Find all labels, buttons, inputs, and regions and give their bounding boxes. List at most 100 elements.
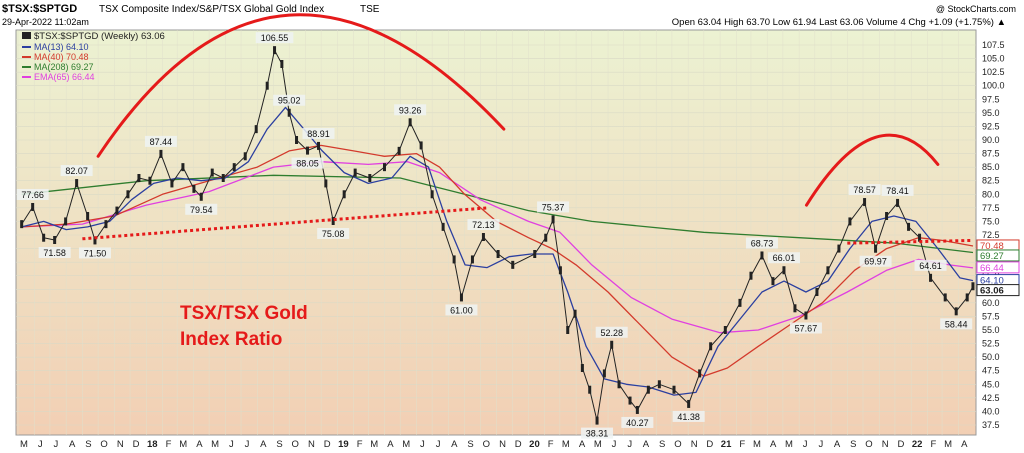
price-bar — [126, 190, 130, 199]
price-bar — [804, 311, 808, 320]
price-bar — [738, 298, 742, 307]
legend-item-price: $TSX:$SPTGD (Weekly) 63.06 — [22, 31, 165, 42]
x-tick-label: A — [387, 439, 394, 450]
series-line-ema-65 — [21, 161, 974, 334]
price-bar — [971, 282, 975, 291]
y-tick-label: 107.5 — [982, 40, 1005, 50]
x-tick-label: D — [898, 439, 905, 450]
header-exchange: TSE — [360, 4, 380, 15]
price-bar — [115, 206, 119, 215]
price-bar — [943, 293, 947, 302]
point-label: 57.67 — [795, 324, 818, 334]
x-tick-label: F — [548, 439, 554, 450]
x-tick-label: A — [196, 439, 203, 450]
x-tick-label: M — [753, 439, 761, 450]
y-tick-label: 105.0 — [982, 54, 1005, 64]
point-label-bg — [859, 255, 892, 267]
y-tick-label: 77.5 — [982, 203, 1000, 213]
x-tick-label: 22 — [912, 439, 923, 450]
point-label-bg — [38, 246, 71, 258]
price-bar — [533, 250, 537, 258]
point-label-bg — [16, 188, 49, 200]
x-tick-label: M — [402, 439, 410, 450]
y-tick-label: 95.0 — [982, 108, 1000, 118]
x-tick-label: A — [69, 439, 76, 450]
price-bar — [210, 168, 214, 177]
x-tick-label: N — [499, 439, 506, 450]
price-bar — [86, 212, 90, 220]
point-label: 77.66 — [21, 190, 44, 200]
price-bar — [965, 293, 969, 302]
price-bar — [610, 340, 614, 349]
x-tick-label: J — [38, 439, 43, 450]
point-label-bg — [537, 201, 570, 213]
point-label-bg — [940, 318, 973, 330]
point-label-bg — [745, 237, 778, 249]
right-tag-label: 69.27 — [980, 251, 1004, 262]
point-label: 93.26 — [399, 105, 422, 115]
y-tick-label: 52.5 — [982, 339, 1000, 349]
right-tag-box — [976, 261, 1020, 274]
legend-item-ma208: MA(208) 69.27 — [22, 62, 94, 72]
point-label: 88.91 — [307, 129, 330, 139]
price-bar — [459, 293, 463, 302]
x-tick-label: N — [117, 439, 124, 450]
point-label-bg — [185, 203, 218, 215]
point-label: 58.44 — [945, 319, 968, 329]
price-bar — [954, 307, 958, 316]
x-tick-label: M — [370, 439, 378, 450]
price-bar — [419, 141, 423, 150]
grid — [16, 30, 976, 435]
point-label-bg — [848, 184, 881, 196]
price-bar — [317, 141, 321, 150]
x-tick-label: J — [612, 439, 617, 450]
point-label-bg — [767, 252, 800, 264]
x-tick-label: S — [850, 439, 856, 450]
series-line-ma-40 — [21, 144, 974, 377]
point-label: 72.13 — [472, 220, 495, 230]
point-label: 38.31 — [586, 429, 609, 439]
x-tick-label: S — [659, 439, 665, 450]
series-line-tsx-sptgd-weekly — [21, 49, 974, 422]
y-tick-label: 60.0 — [982, 298, 1000, 308]
point-label-bg — [317, 227, 350, 239]
y-tick-label: 47.5 — [982, 366, 1000, 376]
legend-label-ma13: MA(13) 64.10 — [34, 42, 89, 52]
y-tick-label: 55.0 — [982, 325, 1000, 335]
price-bar — [558, 266, 562, 275]
y-tick-label: 42.5 — [982, 393, 1000, 403]
y-tick-label: 40.0 — [982, 406, 1000, 416]
price-bar — [782, 266, 786, 275]
point-label: 78.57 — [853, 185, 876, 195]
y-tick-label: 90.0 — [982, 135, 1000, 145]
x-tick-label: D — [324, 439, 331, 450]
price-bar — [544, 233, 548, 242]
x-axis: M J J A S O N D 18 F M A M J J A S O N D 19 F M A M J J A S O N D 20 F M A M… — [20, 439, 968, 450]
legend-swatch-price — [22, 32, 31, 39]
series-line-ma-208 — [21, 174, 974, 254]
y-tick-label: 102.5 — [982, 67, 1005, 77]
price-bar — [657, 380, 661, 389]
x-tick-label: N — [882, 439, 889, 450]
price-bar — [430, 190, 434, 199]
price-bar — [265, 81, 269, 90]
header-symbol: $TSX:$SPTGD — [2, 3, 77, 15]
x-tick-label: N — [308, 439, 315, 450]
point-label-bg — [621, 416, 654, 428]
price-bar — [588, 385, 592, 394]
labels-layer: 77.66 71.58 82.07 71.50 87.44 79.54 106.55 95.0… — [16, 32, 973, 439]
right-tag-label: 66.44 — [980, 263, 1004, 274]
price-bar — [199, 192, 203, 201]
point-label-bg — [881, 184, 914, 196]
price-bar — [749, 271, 753, 280]
price-bar — [452, 255, 456, 264]
x-tick-label: M — [20, 439, 28, 450]
x-tick-label: J — [627, 439, 632, 450]
price-bar — [382, 163, 386, 172]
point-label-bg — [255, 32, 294, 44]
price-bar — [698, 369, 702, 378]
price-bar — [148, 176, 152, 185]
point-label: 68.73 — [751, 238, 774, 248]
point-label-bg — [445, 304, 478, 316]
